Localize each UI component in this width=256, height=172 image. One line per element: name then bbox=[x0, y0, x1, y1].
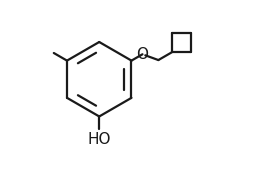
Text: HO: HO bbox=[88, 132, 111, 147]
Text: O: O bbox=[136, 47, 148, 62]
